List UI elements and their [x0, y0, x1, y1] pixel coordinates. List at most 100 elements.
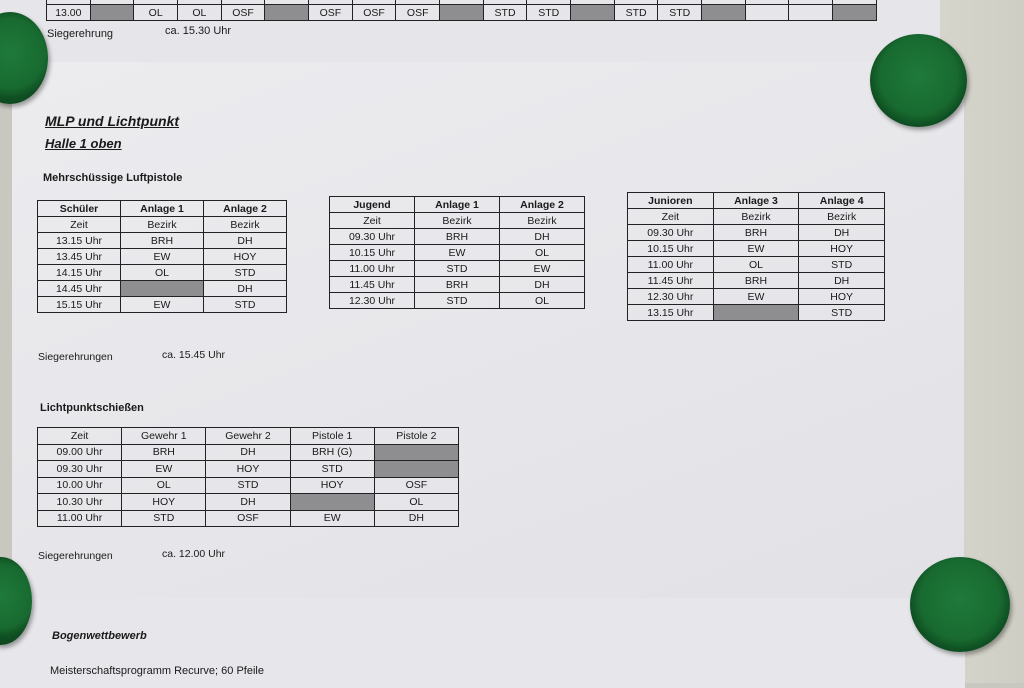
table-row: 11.00 Uhr OL STD [627, 256, 885, 273]
shaded-cell [832, 4, 877, 21]
shaded-cell [120, 280, 204, 297]
table-cell [788, 4, 834, 21]
table-cell: OSF [351, 4, 397, 21]
table-cell: EW [289, 509, 375, 527]
ceremony-time: ca. 12.00 Uhr [162, 548, 226, 560]
table-cell: Anlage 3 [712, 192, 800, 209]
table-cell: OL [133, 4, 179, 21]
shaded-cell [439, 4, 484, 21]
table-cell: Bezirk [712, 208, 800, 225]
section-heading: Lichtpunktschießen [40, 402, 144, 414]
bottom-title: Bogenwettbewerb [52, 630, 147, 642]
top-sheet: Stand19202113.00OLOLOSFOSFOSFOSFSTDSTDST… [0, 0, 940, 68]
table-cell: DH [205, 493, 291, 511]
table-row: 09.30 Uhr BRH DH [329, 228, 585, 245]
table-cell: 13.45 Uhr [37, 248, 121, 265]
table-cell: Zeit [329, 212, 415, 229]
table-row: 11.00 Uhr STD OSF EW DH [36, 509, 460, 527]
shaded-cell [712, 304, 800, 321]
table-cell: OL [499, 244, 585, 261]
table-cell: Bezirk [798, 208, 885, 225]
page-subtitle: Halle 1 oben [45, 136, 122, 151]
table-row: 13.45 Uhr EW HOY [37, 248, 287, 265]
table-cell: HOY [205, 460, 291, 478]
table-cell: STD [414, 260, 500, 277]
table-cell: DH [205, 443, 291, 461]
table-cell: 10.00 Uhr [36, 476, 123, 494]
table-cell: 09.30 Uhr [329, 228, 415, 245]
table-cell: 12.30 Uhr [329, 292, 415, 309]
table-row: 13.15 Uhr BRH DH [37, 232, 287, 249]
schueler-table: Schüler Anlage 1 Anlage 2 Zeit Bezirk Bezirk 1… [37, 200, 287, 313]
table-cell: BRH [120, 232, 204, 249]
shaded-cell [289, 493, 375, 511]
table-cell: OSF [205, 509, 291, 527]
table-cell: STD [121, 509, 207, 527]
table-cell: Anlage 4 [798, 192, 885, 209]
bottom-text: Meisterschaftsprogramm Recurve; 60 Pfeil… [50, 665, 264, 677]
table-cell: DH [203, 280, 287, 297]
table-cell: EW [712, 288, 800, 305]
table-row: 09.30 Uhr EW HOY STD [36, 460, 460, 478]
bottom-sheet: Bogenwettbewerb Meisterschaftsprogramm R… [0, 598, 965, 688]
table-cell: 09.30 Uhr [627, 224, 714, 241]
table-row: 12.30 Uhr STD OL [329, 292, 585, 309]
table-cell: Bezirk [203, 216, 287, 233]
table-cell: Anlage 2 [499, 196, 585, 213]
table-cell: BRH [414, 228, 500, 245]
table-cell: EW [499, 260, 585, 277]
table-cell: 14.45 Uhr [37, 280, 121, 297]
table-cell: HOY [289, 476, 375, 494]
jugend-table: Jugend Anlage 1 Anlage 2 Zeit Bezirk Bezirk 09… [329, 196, 585, 309]
table-cell: Zeit [36, 427, 123, 445]
page-title: MLP und Lichtpunkt [45, 113, 180, 129]
table-cell: Bezirk [499, 212, 585, 229]
top-schedule-table: Stand19202113.00OLOLOSFOSFOSFOSFSTDSTDST… [46, 0, 877, 21]
section-heading: Mehrschüssige Luftpistole [43, 172, 183, 184]
ceremony-label: Siegerehrungen [38, 351, 113, 363]
table-cell: Schüler [37, 200, 121, 217]
table-cell: OSF [308, 4, 353, 21]
table-cell [744, 4, 790, 21]
ceremony-time: ca. 15.45 Uhr [162, 349, 226, 361]
table-cell: BRH [121, 443, 207, 461]
table-cell: STD [482, 4, 528, 21]
table-cell: Bezirk [414, 212, 500, 229]
table-cell: OSF [395, 4, 441, 21]
table-row: 13.15 Uhr STD [627, 304, 885, 321]
table-row: 09.00 Uhr BRH DH BRH (G) [36, 443, 460, 461]
table-cell: EW [121, 460, 207, 478]
table-cell: 10.15 Uhr [627, 240, 714, 257]
table-row: 10.30 Uhr HOY DH OL [36, 493, 460, 511]
table-cell: 15.15 Uhr [37, 296, 121, 313]
table-cell: 11.00 Uhr [329, 260, 415, 277]
table-row: Zeit Bezirk Bezirk [37, 216, 287, 233]
table-cell: 09.00 Uhr [36, 443, 123, 461]
table-cell: OSF [373, 476, 460, 494]
table-cell: HOY [203, 248, 287, 265]
table-cell: 14.15 Uhr [37, 264, 121, 281]
table-row: 14.15 Uhr OL STD [37, 264, 287, 281]
table-cell: STD [526, 4, 572, 21]
table-cell: 11.00 Uhr [36, 509, 123, 527]
table-cell: HOY [121, 493, 207, 511]
table-cell: Anlage 2 [203, 200, 287, 217]
magnet-icon [910, 557, 1010, 652]
table-cell: DH [499, 276, 585, 293]
table-cell: STD [798, 256, 885, 273]
table-cell: STD [203, 264, 287, 281]
table-cell: OL [712, 256, 800, 273]
table-cell: 13.15 Uhr [37, 232, 121, 249]
table-cell: EW [120, 296, 204, 313]
table-cell: Pistole 2 [373, 427, 460, 445]
table-cell: OL [121, 476, 207, 494]
shaded-cell [264, 4, 310, 21]
table-cell: 13.00 [46, 4, 91, 21]
table-cell: OSF [220, 4, 266, 21]
table-cell: 11.45 Uhr [627, 272, 714, 289]
table-cell: DH [373, 509, 460, 527]
table-cell: STD [613, 4, 659, 21]
table-cell: STD [289, 460, 375, 478]
table-cell: BRH [414, 276, 500, 293]
table-cell: DH [203, 232, 287, 249]
